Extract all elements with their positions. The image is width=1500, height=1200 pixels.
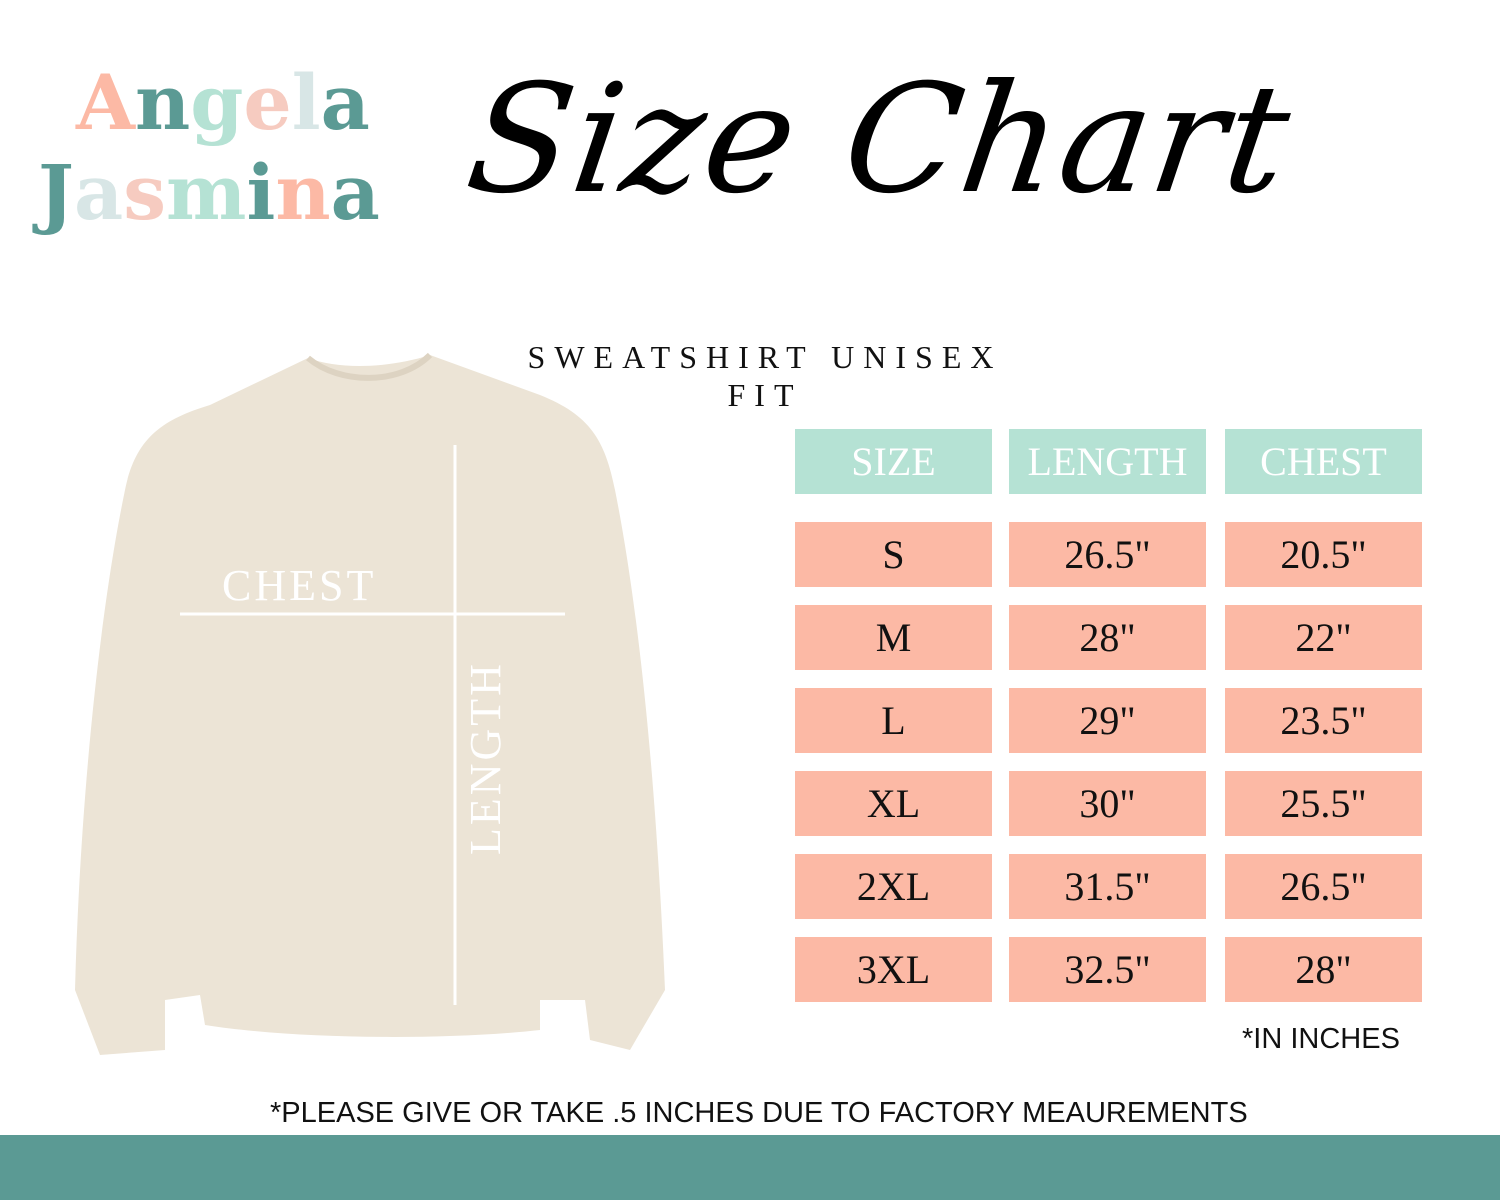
logo-letter: m — [166, 148, 247, 237]
collar — [306, 352, 433, 381]
logo-letter: n — [134, 58, 191, 147]
table-cell: 29" — [1009, 688, 1206, 753]
sweatshirt-body — [75, 355, 665, 1055]
logo-letter: e — [243, 58, 292, 147]
logo-letter: g — [190, 58, 244, 147]
footer-bar — [0, 1135, 1500, 1200]
sweatshirt-illustration: CHEST LENGTH — [75, 352, 665, 1055]
logo-letter: a — [320, 58, 370, 147]
table-cell: 31.5" — [1009, 854, 1206, 919]
table-cell: 20.5" — [1225, 522, 1422, 587]
chest-label: CHEST — [222, 561, 376, 610]
brand-logo: Angela Jasmina — [38, 58, 458, 238]
logo-letter: J — [38, 148, 74, 237]
table-cell: 28" — [1225, 937, 1422, 1002]
table-cell: 28" — [1009, 605, 1206, 670]
logo-letter: a — [73, 148, 124, 237]
logo-letter: s — [123, 148, 167, 237]
logo-letter: A — [76, 58, 135, 147]
logo-letter: i — [246, 148, 276, 237]
table-cell: M — [795, 605, 992, 670]
table-cell: XL — [795, 771, 992, 836]
logo-letter: n — [275, 148, 331, 237]
table-cell: 26.5" — [1225, 854, 1422, 919]
subtitle: SWEATSHIRT UNISEX FIT — [527, 339, 1003, 413]
disclaimer: *PLEASE GIVE OR TAKE .5 INCHES DUE TO FA… — [270, 1097, 1248, 1129]
units-note: *IN INCHES — [1242, 1023, 1400, 1055]
table-cell: 26.5" — [1009, 522, 1206, 587]
logo-letter: l — [291, 58, 321, 147]
table-cell: 32.5" — [1009, 937, 1206, 1002]
table-cell: 30" — [1009, 771, 1206, 836]
logo-line-1: Angela — [38, 58, 458, 148]
table-cell: 2XL — [795, 854, 992, 919]
page-title: Size Chart — [457, 53, 1302, 227]
table-cell: 22" — [1225, 605, 1422, 670]
logo-line-2: Jasmina — [38, 148, 458, 238]
column-header-length: LENGTH — [1009, 429, 1206, 494]
table-cell: 25.5" — [1225, 771, 1422, 836]
column-header-size: SIZE — [795, 429, 992, 494]
table-cell: 23.5" — [1225, 688, 1422, 753]
length-label: LENGTH — [461, 661, 510, 855]
column-header-chest: CHEST — [1225, 429, 1422, 494]
table-cell: L — [795, 688, 992, 753]
table-cell: S — [795, 522, 992, 587]
logo-letter: a — [330, 148, 380, 237]
table-cell: 3XL — [795, 937, 992, 1002]
